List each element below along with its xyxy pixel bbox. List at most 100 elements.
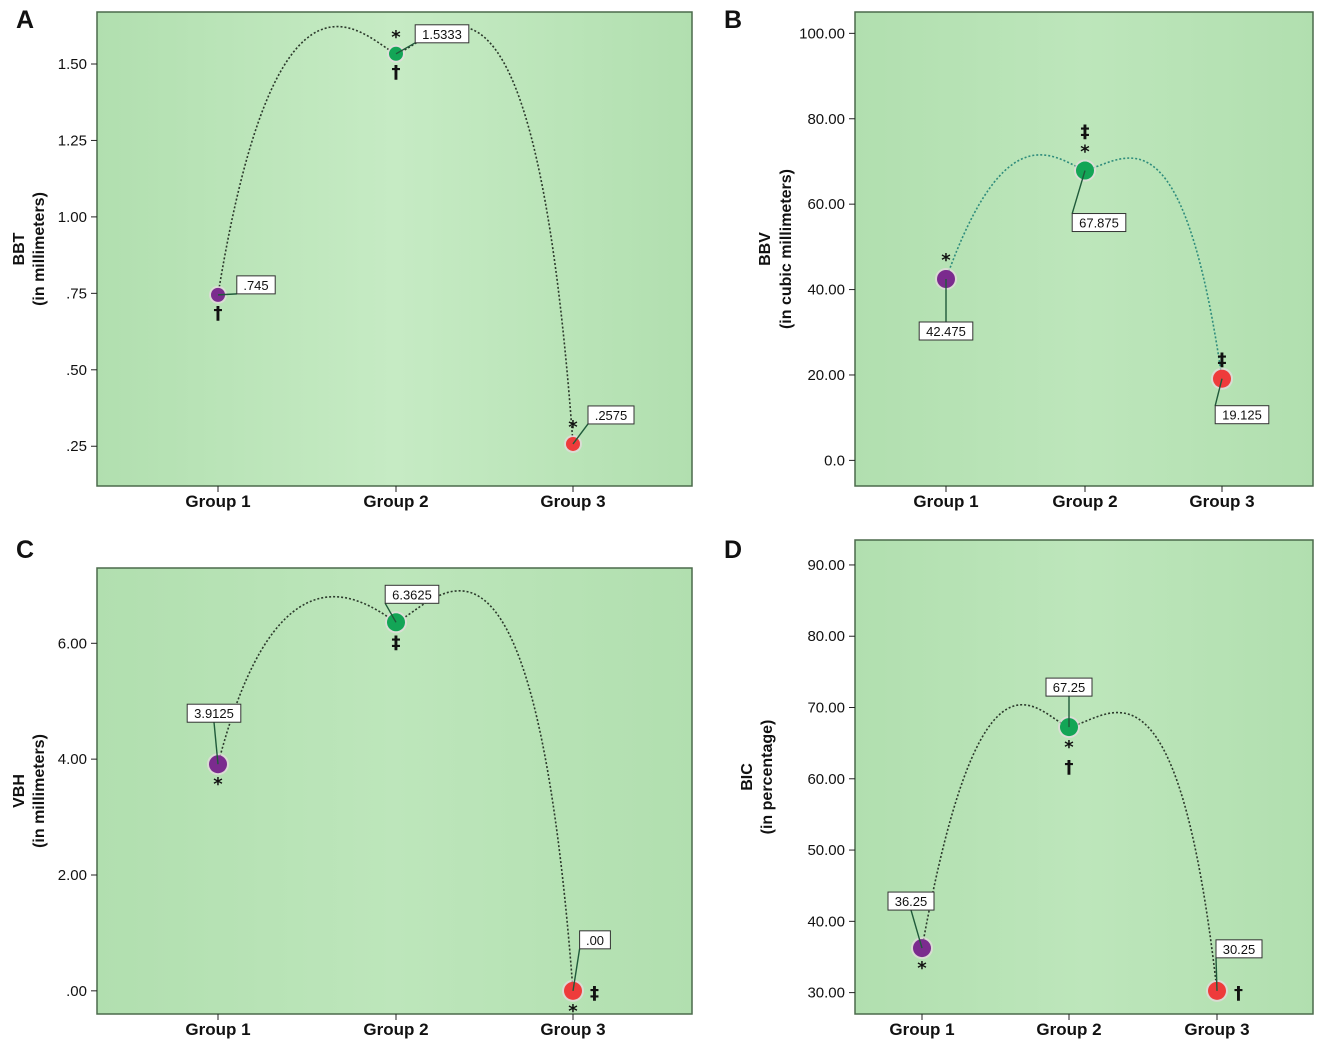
y-tick-label: 80.00 <box>807 628 845 645</box>
significance-marker: * <box>568 417 578 438</box>
significance-marker: * <box>568 1001 578 1022</box>
significance-marker: * <box>1080 142 1090 163</box>
y-axis-label-units: (in percentage) <box>759 720 776 835</box>
data-label: 3.9125 <box>194 706 234 721</box>
series-line <box>217 25 574 445</box>
y-tick-label: 2.00 <box>58 867 87 884</box>
y-tick-label: 1.25 <box>58 132 87 149</box>
significance-marker: * <box>213 774 223 795</box>
x-category-label: Group 2 <box>1036 1020 1101 1039</box>
panel-label: C <box>16 536 34 564</box>
x-category-label: Group 1 <box>913 492 978 511</box>
x-category-label: Group 3 <box>1184 1020 1249 1039</box>
panel-label: B <box>724 6 742 34</box>
data-label: 1.5333 <box>422 27 462 42</box>
data-label: .00 <box>586 933 604 948</box>
data-label-box <box>1045 677 1093 697</box>
series-line <box>921 703 1218 991</box>
data-label-box <box>1215 939 1263 959</box>
y-tick-label: 80.00 <box>807 111 845 128</box>
significance-marker: † <box>1065 757 1074 778</box>
y-tick-label: 40.00 <box>807 282 845 299</box>
significance-marker: † <box>1234 983 1243 1004</box>
y-tick-label: 60.00 <box>807 771 845 788</box>
data-label-box <box>186 703 242 723</box>
significance-marker: † <box>214 303 223 324</box>
y-tick-label: 100.00 <box>799 25 845 42</box>
significance-marker: * <box>941 250 951 271</box>
data-label-box <box>236 275 276 295</box>
chart-panel-b: B 0.0 20.00 40.00 60.00 80.00 100.00 Group 1 Gro… <box>724 6 1314 511</box>
y-axis-label: VBH <box>11 774 28 808</box>
plot-area <box>96 567 693 1015</box>
data-label-box <box>1214 405 1270 425</box>
x-category-label: Group 1 <box>889 1020 954 1039</box>
plot-area <box>854 539 1314 1015</box>
data-label: 30.25 <box>1223 942 1256 957</box>
panel-label: A <box>16 6 34 34</box>
data-label-box <box>579 930 611 950</box>
y-axis-label: BIC <box>739 763 756 791</box>
data-label-leader <box>572 948 581 991</box>
x-category-label: Group 1 <box>185 1020 250 1039</box>
y-tick-label: 60.00 <box>807 196 845 213</box>
significance-marker: ‡ <box>1081 122 1090 143</box>
data-label-leader <box>384 602 397 623</box>
significance-marker: ‡ <box>1218 350 1227 371</box>
y-axis-label-units: (in cubic millimeters) <box>778 169 795 329</box>
x-category-label: Group 1 <box>185 492 250 511</box>
y-tick-label: 40.00 <box>807 913 845 930</box>
y-axis-label: BBT <box>11 232 28 265</box>
y-tick-label: 90.00 <box>807 557 845 574</box>
x-category-label: Group 3 <box>540 492 605 511</box>
series-line <box>217 590 574 991</box>
y-tick-label: 30.00 <box>807 985 845 1002</box>
chart-panel-a: A .25 .50 .75 1.00 1.25 1.50 Group 1 Group 2 Grou… <box>11 6 693 511</box>
data-label: 67.875 <box>1079 216 1119 231</box>
y-tick-label: .50 <box>66 362 87 379</box>
y-tick-label: 1.00 <box>58 209 87 226</box>
data-label: 67.25 <box>1053 680 1086 695</box>
data-label-box <box>384 584 440 604</box>
data-label-leader <box>1215 957 1218 991</box>
x-category-label: Group 2 <box>363 492 428 511</box>
data-label-leader <box>572 423 589 445</box>
y-tick-label: .00 <box>66 983 87 1000</box>
chart-panel-d: D 30.00 40.00 50.00 60.00 70.00 80.00 90.00 Grou… <box>724 536 1314 1039</box>
x-category-label: Group 3 <box>540 1020 605 1039</box>
data-label-leader <box>910 909 923 949</box>
y-axis-label: BBV <box>757 232 774 266</box>
data-label-box <box>887 891 935 911</box>
data-label-leader <box>217 293 237 296</box>
data-label-leader <box>213 722 219 765</box>
y-tick-label: 20.00 <box>807 367 845 384</box>
significance-marker: * <box>917 958 927 979</box>
x-category-label: Group 3 <box>1189 492 1254 511</box>
data-label-leader <box>1071 170 1086 214</box>
data-label-leader <box>1214 378 1223 406</box>
panel-label: D <box>724 536 742 564</box>
significance-marker: † <box>392 62 401 83</box>
data-label: 19.125 <box>1222 408 1262 423</box>
y-tick-label: 1.50 <box>58 56 87 73</box>
data-label: .745 <box>243 278 268 293</box>
y-tick-label: 4.00 <box>58 751 87 768</box>
y-axis-label-units: (in millimeters) <box>31 192 48 306</box>
y-tick-label: 70.00 <box>807 700 845 717</box>
data-label-box <box>1071 213 1127 233</box>
data-label-box <box>918 321 974 341</box>
y-tick-label: 50.00 <box>807 842 845 859</box>
data-label-box <box>587 405 635 425</box>
data-label-leader <box>395 42 416 55</box>
y-axis-label-units: (in millimeters) <box>31 734 48 848</box>
chart-panel-c: C .00 2.00 4.00 6.00 Group 1 Group 2 Group 3 VBH… <box>11 536 693 1039</box>
data-label: .2575 <box>595 408 628 423</box>
data-label: 42.475 <box>926 324 966 339</box>
significance-marker: ‡ <box>392 632 401 653</box>
data-label: 36.25 <box>895 894 928 909</box>
data-label: 6.3625 <box>392 587 432 602</box>
x-category-label: Group 2 <box>363 1020 428 1039</box>
y-tick-label: 0.0 <box>824 452 845 469</box>
data-label-box <box>414 24 470 44</box>
